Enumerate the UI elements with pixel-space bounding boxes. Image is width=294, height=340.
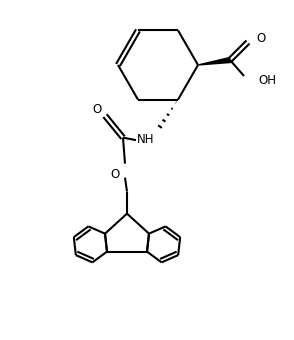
Polygon shape (198, 57, 230, 65)
Text: O: O (256, 32, 265, 45)
Text: O: O (110, 168, 120, 181)
Text: OH: OH (258, 73, 276, 86)
Text: NH: NH (137, 133, 155, 146)
Text: O: O (92, 103, 102, 116)
